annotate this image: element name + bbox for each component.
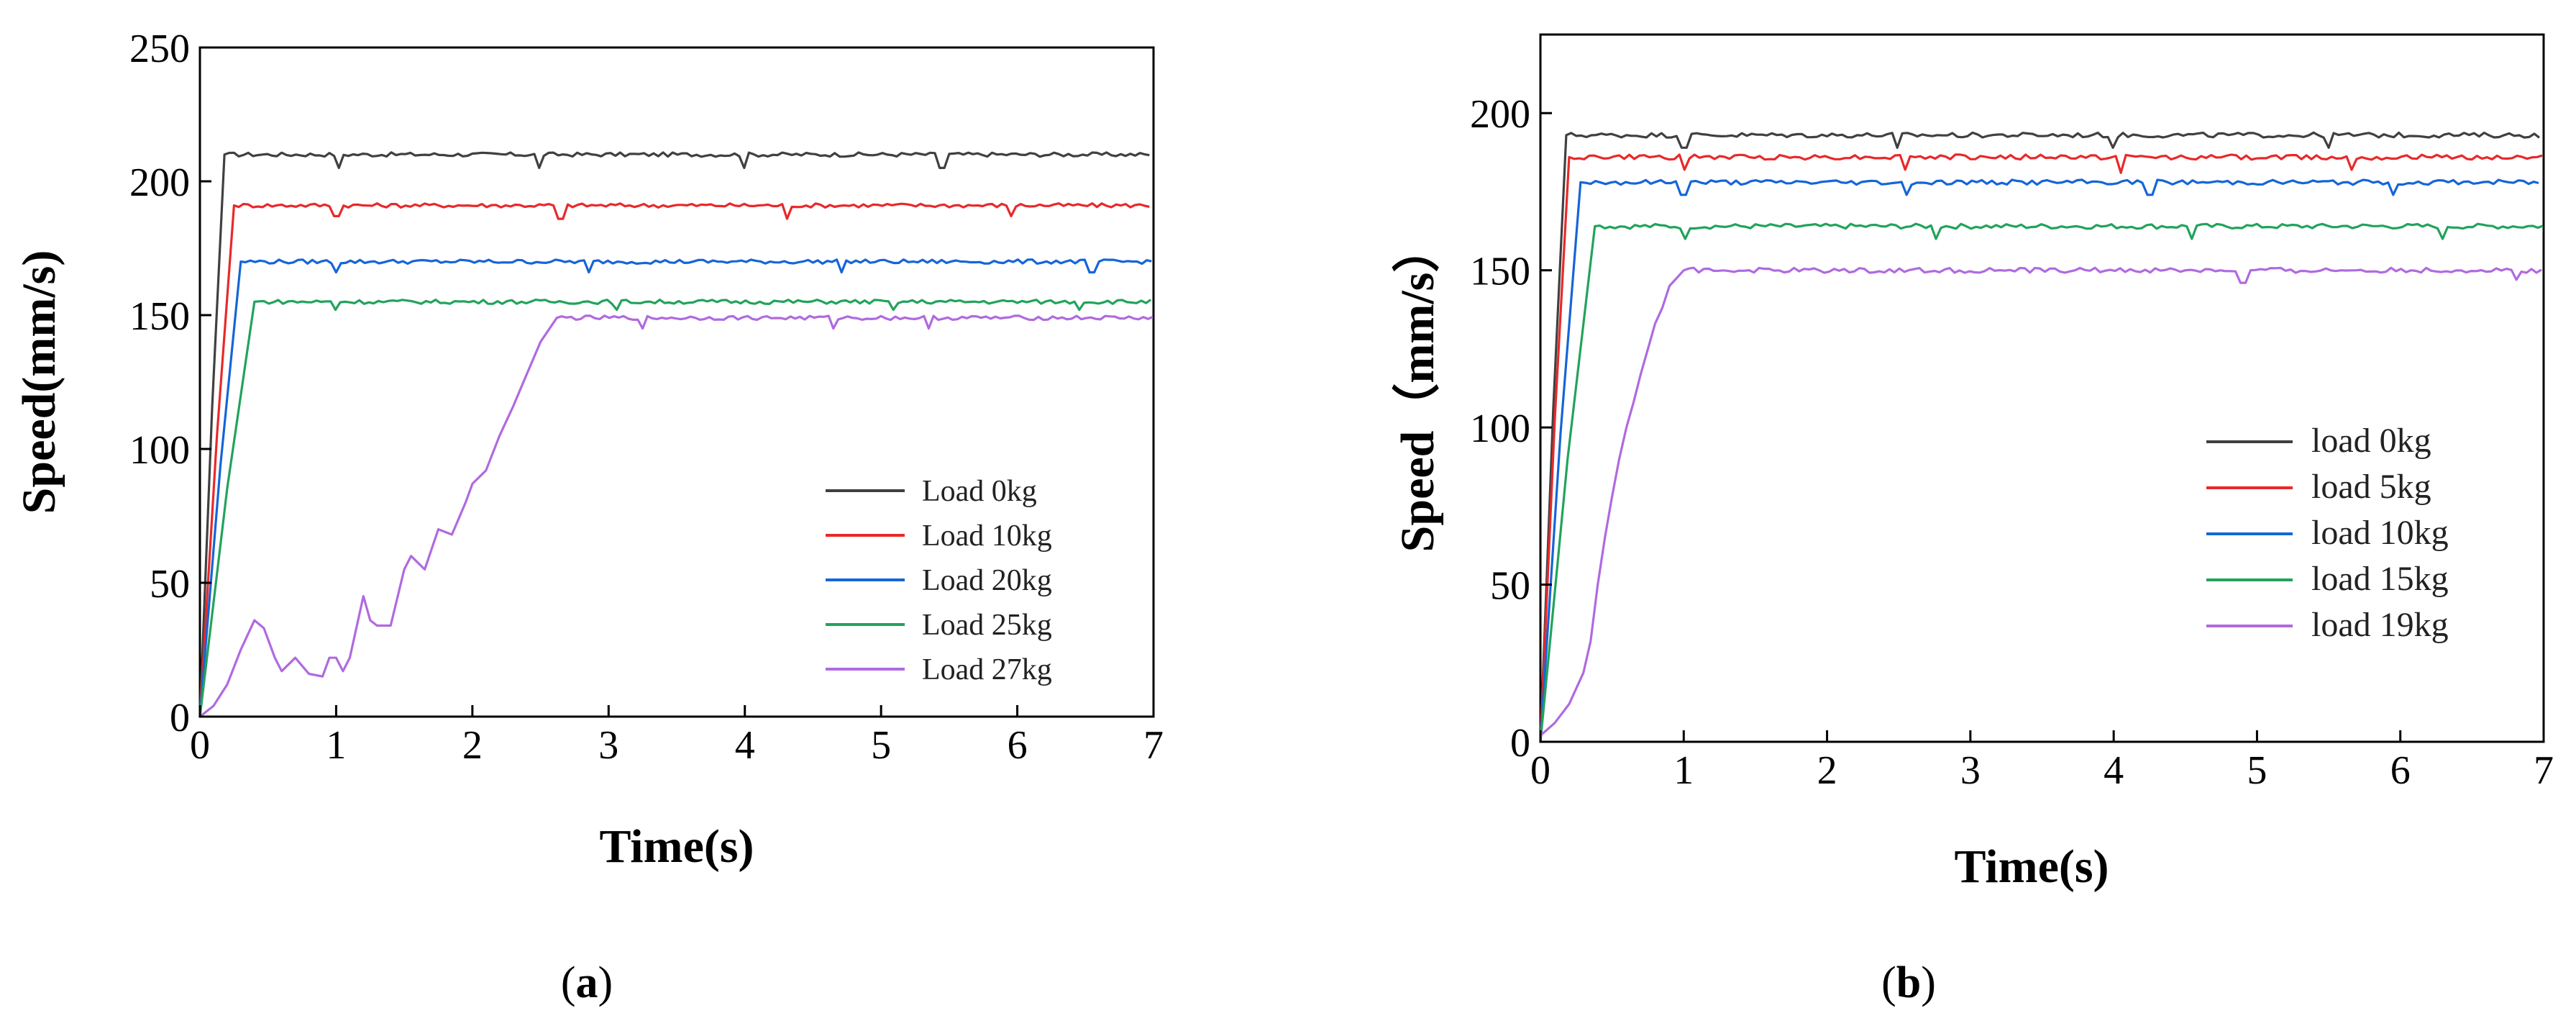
series-line-load-19kg (1539, 266, 2542, 737)
legend-a: Load 0kg Load 10kg Load 20kg Load 25kg Load … (826, 475, 1052, 686)
x-tick-group-a: 0 1 2 3 4 5 6 7 (190, 705, 1164, 768)
legend-label: Load 20kg (922, 564, 1052, 597)
series-line-load-15kg (1539, 222, 2544, 743)
x-tick-label: 1 (326, 723, 346, 768)
series-line-load-5kg (1539, 153, 2543, 743)
x-tick-label: 2 (462, 723, 483, 768)
y-tick-label: 100 (129, 428, 190, 473)
legend-label: Load 27kg (922, 653, 1052, 686)
y-tick-label: 50 (1490, 564, 1530, 609)
plot-frame-a (198, 46, 1155, 718)
x-tick-label: 0 (1530, 748, 1550, 793)
x-tick-label: 3 (598, 723, 618, 768)
legend-label: Load 10kg (922, 519, 1052, 553)
chart-panel-a: 0 1 2 3 4 5 6 7 0 50 100 150 200 250 Time(s) Speed(m… (13, 27, 1164, 873)
y-axis-label-b: Speed（mm/s） (1391, 225, 1444, 553)
legend-label: load 10kg (2311, 514, 2449, 552)
x-tick-label: 6 (1008, 723, 1028, 768)
series-group-b (1539, 131, 2544, 743)
x-tick-label: 5 (2247, 748, 2267, 793)
y-tick-label: 150 (129, 294, 190, 339)
y-axis-label-a: Speed(mm/s) (13, 250, 65, 514)
plot-frame-b (1539, 33, 2545, 743)
x-tick-label: 0 (190, 723, 210, 768)
series-line-load-20kg (198, 258, 1152, 717)
y-tick-label: 50 (150, 562, 190, 607)
x-tick-label: 7 (2534, 748, 2554, 793)
x-tick-label: 5 (871, 723, 891, 768)
x-axis-label-a: Time(s) (599, 820, 754, 873)
y-tick-label: 150 (1470, 250, 1530, 294)
x-tick-group-b: 0 1 2 3 4 5 6 7 (1530, 730, 2554, 793)
x-tick-label: 2 (1817, 748, 1837, 793)
chart-panel-b: 0 1 2 3 4 5 6 7 0 50 100 150 200 Time(s) Speed（mm/s… (1391, 33, 2554, 893)
legend-label: load 0kg (2311, 422, 2431, 460)
x-tick-label: 4 (2104, 748, 2124, 793)
x-tick-label: 1 (1673, 748, 1694, 793)
y-tick-label: 200 (1470, 92, 1530, 137)
legend-label: load 15kg (2311, 560, 2449, 598)
caption-b: (b) (1881, 958, 1936, 1007)
series-line-load-0kg (1539, 131, 2540, 743)
y-tick-label: 0 (170, 696, 190, 740)
x-tick-label: 7 (1143, 723, 1164, 768)
y-tick-group-b: 0 50 100 150 200 (1470, 92, 1552, 766)
legend-label: Load 25kg (922, 609, 1052, 642)
x-tick-label: 6 (2390, 748, 2411, 793)
caption-a: (a) (561, 958, 613, 1007)
legend-label: load 5kg (2311, 468, 2431, 506)
series-line-load-27kg (199, 314, 1154, 718)
legend-label: Load 0kg (922, 475, 1037, 508)
series-line-load-0kg (198, 151, 1150, 717)
series-line-load-25kg (198, 299, 1152, 717)
x-tick-label: 3 (1960, 748, 1981, 793)
y-tick-label: 200 (129, 160, 190, 205)
x-axis-label-b: Time(s) (1954, 840, 2109, 893)
y-tick-group-a: 0 50 100 150 200 250 (129, 27, 211, 740)
y-tick-label: 0 (1510, 721, 1530, 766)
legend-label: load 19kg (2311, 606, 2449, 644)
legend-b: load 0kg load 5kg load 10kg load 15kg load 1… (2206, 422, 2449, 644)
y-tick-label: 250 (129, 27, 190, 71)
x-tick-label: 4 (735, 723, 755, 768)
series-group-a (198, 151, 1154, 718)
series-line-load-10kg (1539, 178, 2539, 743)
series-line-load-10kg (198, 202, 1150, 717)
y-tick-label: 100 (1470, 407, 1530, 451)
